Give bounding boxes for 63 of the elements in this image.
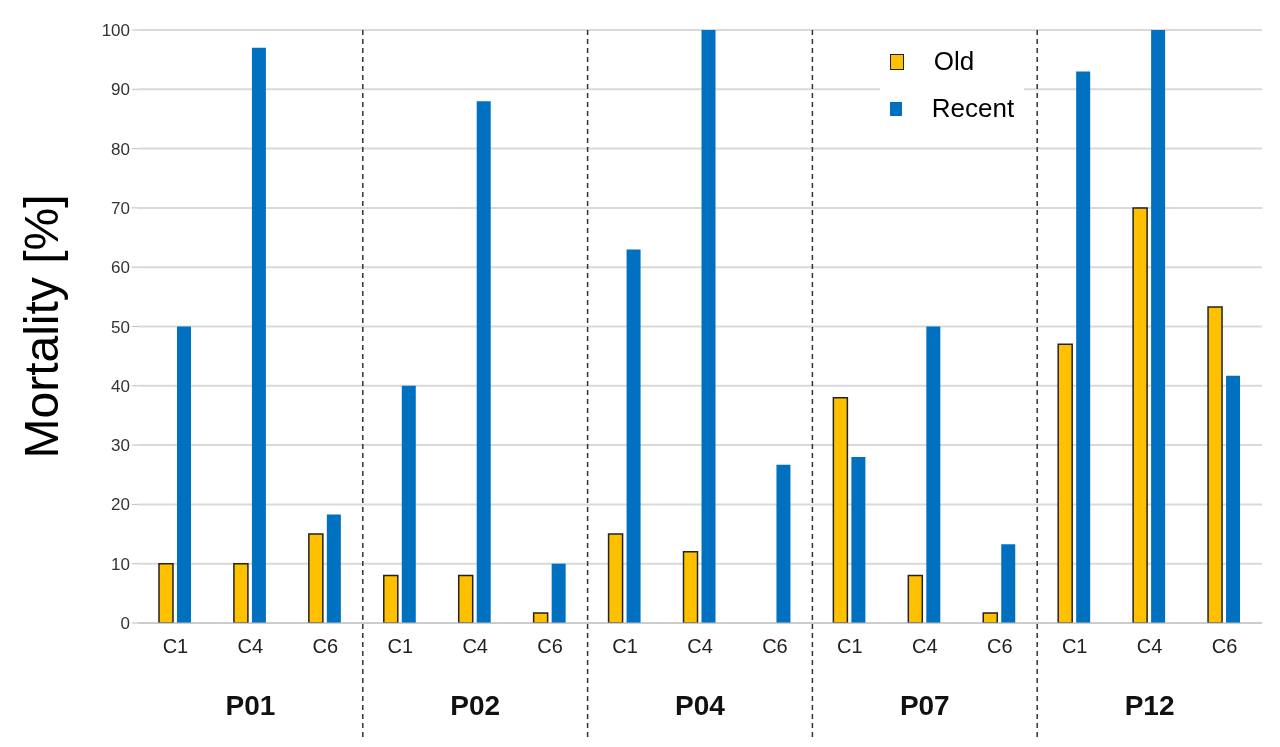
- bar: [776, 464, 791, 623]
- y-tick-label: 40: [111, 376, 130, 396]
- x-tick-label: C4: [687, 635, 713, 658]
- bar: [1001, 544, 1016, 623]
- bar: [926, 326, 941, 623]
- y-tick-label: 20: [111, 495, 130, 515]
- bar: [383, 574, 399, 623]
- x-tick-label: C1: [837, 635, 863, 658]
- x-tick-label: C1: [387, 635, 414, 658]
- bar: [607, 533, 624, 623]
- bar: [158, 562, 174, 623]
- legend-label: Old: [933, 46, 975, 77]
- bar: [1076, 71, 1091, 623]
- bar: [1151, 30, 1166, 623]
- bar: [626, 249, 641, 623]
- bar: [832, 396, 849, 623]
- y-tick-label: 70: [111, 198, 130, 218]
- bar: [532, 612, 549, 623]
- bar: [401, 385, 416, 623]
- x-tick-label: C6: [312, 635, 339, 658]
- bar: [457, 574, 474, 623]
- bar: [476, 101, 491, 623]
- bar: [701, 30, 716, 623]
- text: P04: [675, 690, 726, 721]
- bar: [682, 551, 699, 623]
- y-tick-label: 50: [111, 317, 130, 337]
- bar: [907, 574, 924, 623]
- x-tick-label: C6: [1211, 635, 1238, 658]
- bar: [176, 326, 191, 623]
- bar: [1207, 306, 1223, 623]
- y-tick-label: 30: [111, 436, 130, 456]
- x-tick-label: C4: [462, 635, 488, 658]
- bar: [308, 533, 324, 623]
- y-tick-label: 80: [111, 139, 130, 159]
- bar: [1057, 343, 1073, 623]
- y-tick-label: 90: [111, 80, 130, 100]
- x-tick-label: C4: [1136, 635, 1163, 658]
- bar: [551, 563, 566, 623]
- y-axis-title: Mortality [%]: [15, 194, 68, 459]
- legend-label: Recent: [931, 93, 1015, 124]
- text: P01: [225, 690, 276, 721]
- text: P02: [450, 690, 501, 721]
- y-tick-label: 100: [101, 21, 130, 41]
- bar: [251, 47, 266, 623]
- x-tick-label: C6: [986, 635, 1013, 658]
- x-tick-label: C6: [537, 635, 563, 658]
- x-tick-label: C6: [762, 635, 788, 658]
- y-tick-label: 60: [111, 258, 130, 278]
- bar: [851, 456, 866, 623]
- bar: [982, 612, 998, 623]
- text: P07: [899, 690, 950, 721]
- y-tick-label: 10: [111, 554, 130, 574]
- text: P12: [1124, 690, 1175, 721]
- x-tick-label: C4: [912, 635, 938, 658]
- bar: [326, 514, 341, 623]
- bar: [1132, 207, 1148, 623]
- x-tick-label: C1: [612, 635, 638, 658]
- x-tick-label: C1: [162, 635, 189, 658]
- x-tick-label: C4: [237, 635, 264, 658]
- bar: [233, 562, 249, 623]
- bar: [1226, 375, 1241, 623]
- y-tick-label: 0: [120, 614, 130, 634]
- x-tick-label: C1: [1061, 635, 1088, 658]
